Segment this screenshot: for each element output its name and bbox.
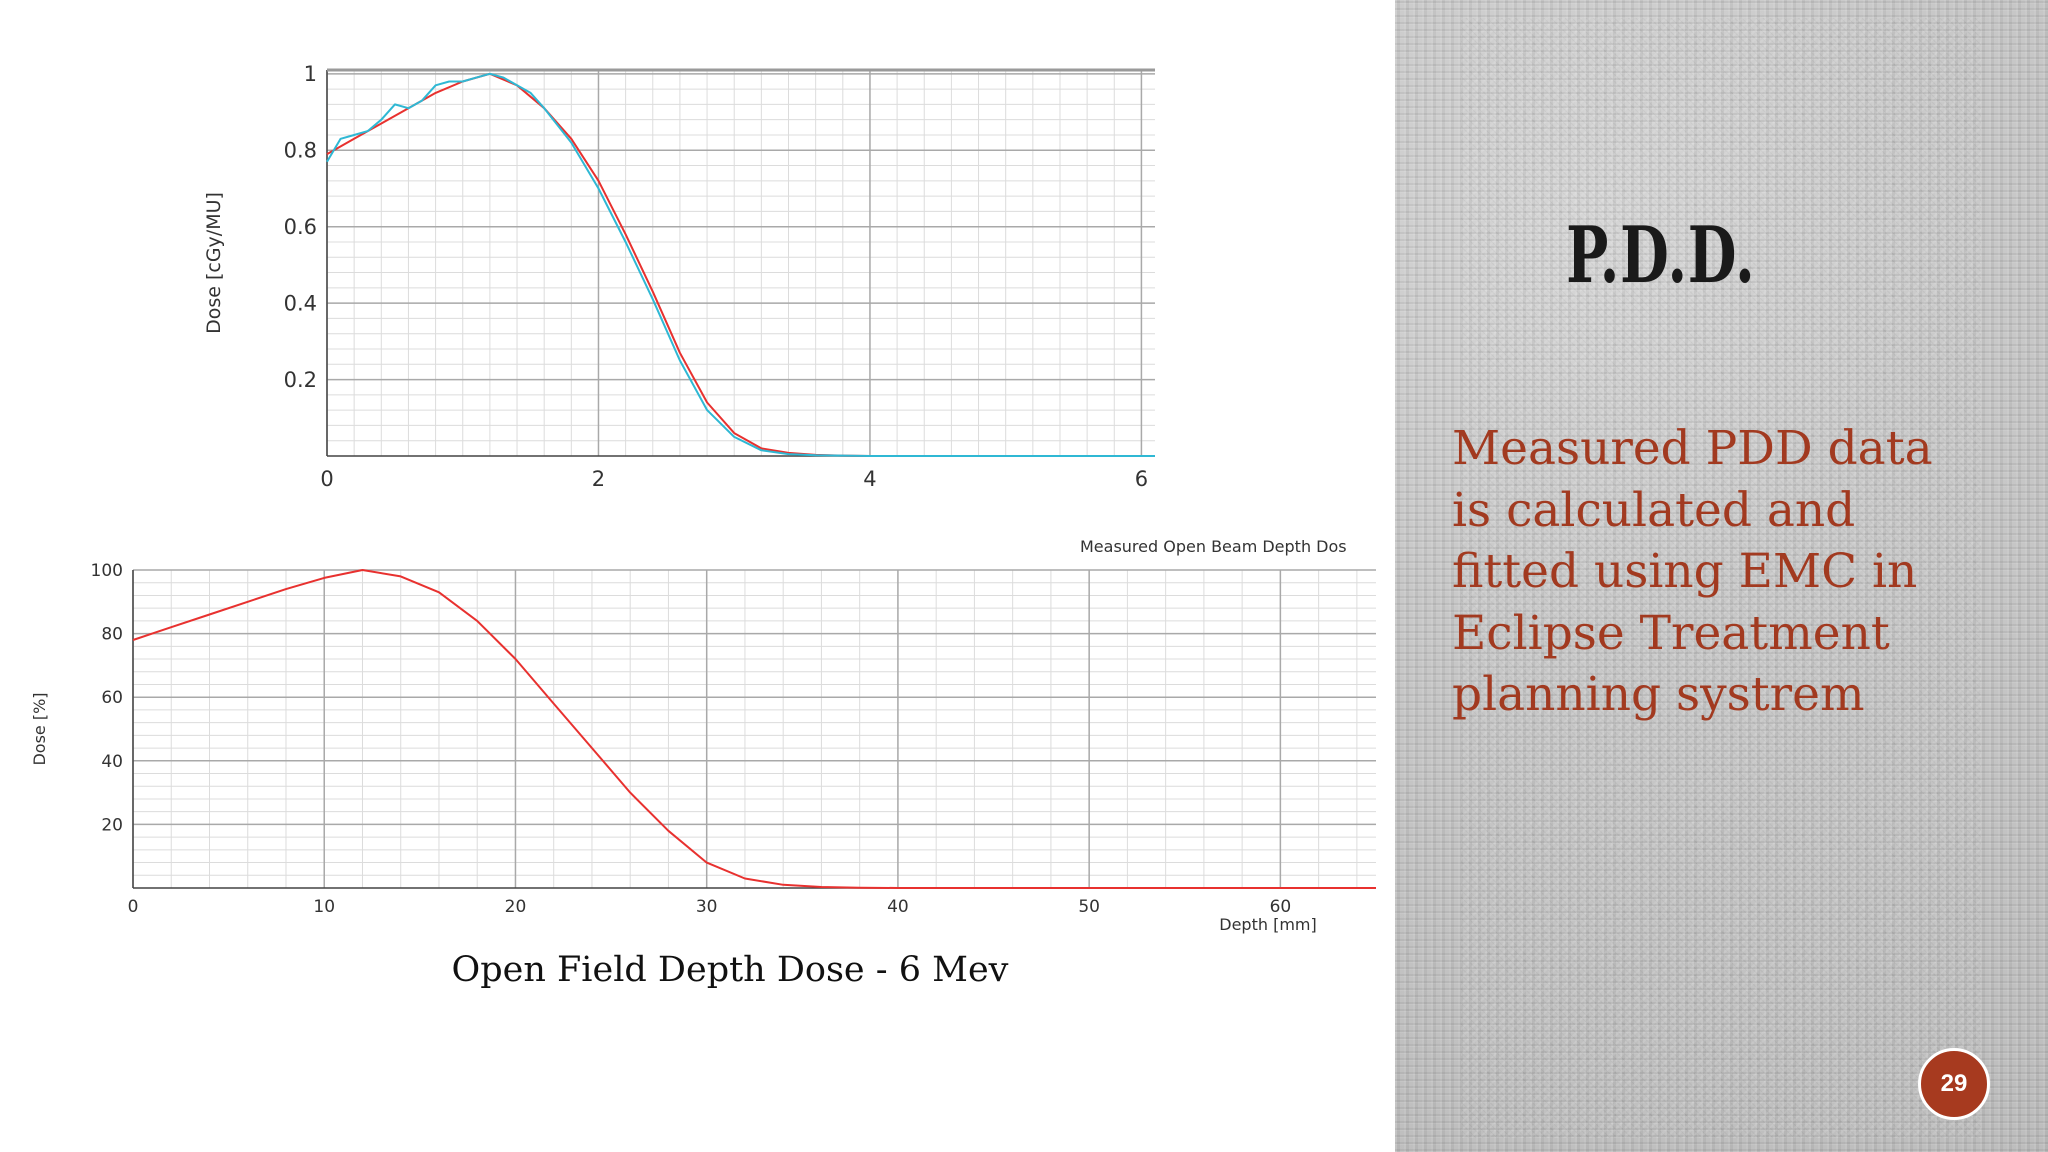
x-tick-label: 0 [128, 897, 139, 917]
y-axis-label: Dose [%] [30, 692, 49, 765]
side-text-line: planning systrem [1452, 667, 1865, 722]
side-text-line: Eclipse Treatment [1452, 605, 1890, 661]
x-tick-label: 60 [1270, 897, 1292, 917]
y-axis-label: Dose [cGy/MU] [203, 192, 225, 334]
chart-title: Measured Open Beam Depth Dos [1080, 537, 1347, 556]
x-tick-label: 10 [313, 897, 335, 917]
side-text-line: Measured PDD data [1452, 421, 1933, 476]
x-axis-label: Depth [mm] [1219, 915, 1316, 934]
y-tick-label: 60 [101, 688, 123, 708]
x-tick-label: 40 [887, 897, 909, 917]
page-number-badge: 29 [1918, 1048, 1990, 1120]
plot-area [327, 70, 1155, 456]
x-tick-label: 6 [1135, 467, 1148, 491]
side-description: Measured PDD data is calculated and fitt… [1452, 418, 2012, 726]
slide-title: P.D.D. [1566, 210, 1756, 301]
y-tick-label: 0.8 [284, 139, 317, 163]
chart-measured-dose-cgy: 0 2 4 6 0.2 0.4 0.6 0.8 1 Dose [cGy/MU] [203, 62, 1155, 491]
x-tick-label: 30 [696, 897, 718, 917]
y-tick-label: 20 [101, 815, 123, 835]
y-tick-label: 80 [101, 625, 123, 645]
x-tick-label: 0 [320, 467, 333, 491]
figure-caption: Open Field Depth Dose - 6 Mev [451, 950, 1009, 990]
textured-side-panel [1395, 0, 2048, 1152]
y-tick-label: 0.2 [284, 368, 317, 392]
y-tick-label: 40 [101, 752, 123, 772]
series-line [132, 569, 1376, 889]
side-text-line: fitted using EMC in [1452, 544, 1918, 599]
x-tick-label: 4 [863, 467, 876, 491]
plot-area [133, 570, 1376, 888]
chart-open-field-depth-dose: 0 10 20 30 40 50 60 20 40 60 80 100 Dose [%] Depth [m… [30, 537, 1376, 934]
series-line [326, 72, 1155, 457]
x-tick-label: 20 [505, 897, 527, 917]
y-tick-label: 100 [91, 561, 123, 581]
side-text-line: is calculated and [1452, 482, 1856, 538]
y-tick-label: 0.4 [284, 291, 317, 315]
x-tick-label: 2 [592, 467, 605, 491]
x-tick-label: 50 [1078, 897, 1100, 917]
y-tick-label: 1 [304, 62, 317, 86]
y-tick-label: 0.6 [284, 215, 317, 239]
